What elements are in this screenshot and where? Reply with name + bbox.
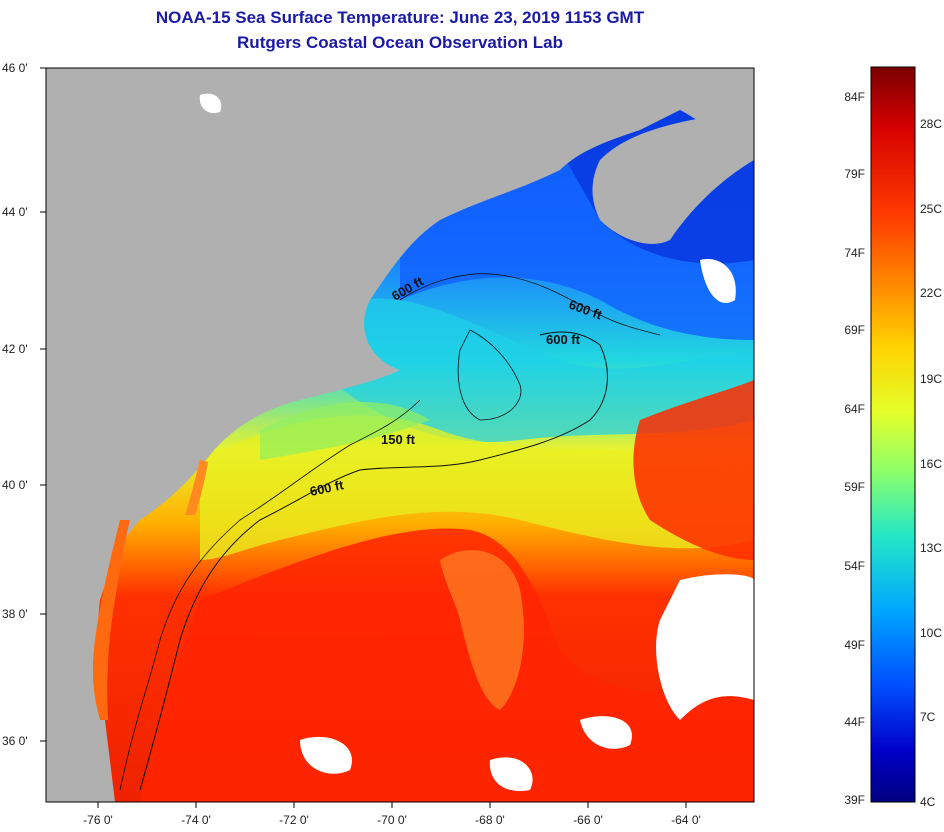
lon-label: -76 0' (83, 813, 113, 827)
lon-label: -70 0' (377, 813, 407, 827)
colorbar-fahrenheit-label: 74F (844, 246, 865, 260)
colorbar-fahrenheit-label: 79F (844, 167, 865, 181)
lon-label: -68 0' (475, 813, 505, 827)
lat-label: 36 0' (2, 734, 28, 748)
lat-label: 44 0' (2, 205, 28, 219)
contour-label: 600 ft (309, 477, 346, 499)
colorbar: 84F 79F 74F 69F 64F 59F 54F 49F 44F 39F 28C 25C 22C 1… (844, 66, 942, 809)
colorbar-celsius-label: 7C (920, 710, 936, 724)
graticule: -76 0' -74 0' -72 0' -70 0' -68 0' -66 0' -64 … (2, 61, 701, 827)
map-subtitle: Rutgers Coastal Ocean Observation Lab (237, 33, 563, 52)
colorbar-celsius-label: 16C (920, 457, 942, 471)
cloud-cover (656, 574, 754, 720)
map-title: NOAA-15 Sea Surface Temperature: June 23… (155, 8, 645, 27)
lon-label: -66 0' (573, 813, 603, 827)
lon-label: -64 0' (671, 813, 701, 827)
colorbar-gradient (870, 66, 916, 803)
lat-label: 42 0' (2, 342, 28, 356)
lat-label: 38 0' (2, 607, 28, 621)
colorbar-celsius-label: 4C (920, 795, 936, 809)
lat-label: 40 0' (2, 478, 28, 492)
colorbar-celsius-label: 19C (920, 372, 942, 386)
map-frame (45, 67, 755, 803)
contour-label: 600 ft (546, 332, 581, 347)
colorbar-fahrenheit-label: 44F (844, 715, 865, 729)
colorbar-fahrenheit-label: 69F (844, 323, 865, 337)
lat-label: 46 0' (2, 61, 28, 75)
colorbar-fahrenheit-label: 59F (844, 480, 865, 494)
land (46, 68, 754, 802)
colorbar-fahrenheit-label: 64F (844, 402, 865, 416)
contour-label: 150 ft (381, 432, 416, 447)
lon-label: -74 0' (181, 813, 211, 827)
colorbar-celsius-label: 13C (920, 541, 942, 555)
map-panel (46, 68, 754, 802)
nova-scotia (592, 110, 754, 244)
colorbar-fahrenheit-label: 84F (844, 90, 865, 104)
colorbar-celsius-label: 22C (920, 286, 942, 300)
colorbar-fahrenheit-label: 54F (844, 559, 865, 573)
colorbar-celsius-label: 28C (920, 117, 942, 131)
contour-600ft (139, 331, 608, 791)
contour-150ft (119, 399, 421, 791)
colorbar-fahrenheit-label: 39F (844, 793, 865, 807)
chesapeake-bay (92, 520, 130, 720)
lon-label: -72 0' (279, 813, 309, 827)
colorbar-labels: 84F 79F 74F 69F 64F 59F 54F 49F 44F 39F 28C 25C 22C 1… (844, 90, 942, 809)
colorbar-celsius-label: 25C (920, 202, 942, 216)
warm-core-ring (633, 380, 754, 560)
colorbar-celsius-label: 10C (920, 626, 942, 640)
colorbar-fahrenheit-label: 49F (844, 638, 865, 652)
